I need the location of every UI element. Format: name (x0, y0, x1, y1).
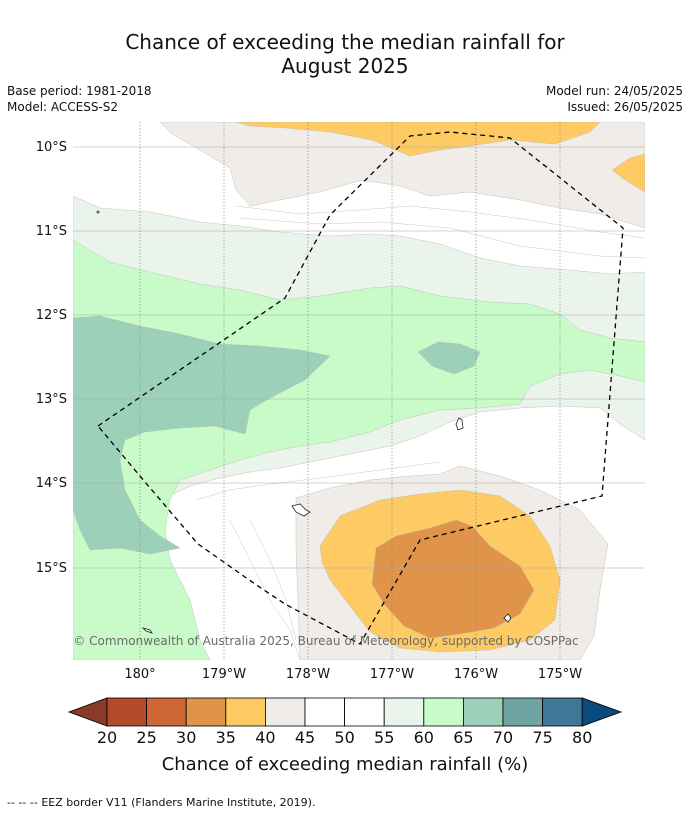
map-footer: -- -- -- EEZ border V11 (Flanders Marine… (7, 796, 315, 809)
colorbar-segment (106, 697, 147, 727)
lon-label: 177°W (370, 667, 414, 682)
eez-legend-text: EEZ border V11 (Flanders Marine Institut… (41, 796, 316, 809)
meta-right: Model run: 24/05/2025 Issued: 26/05/2025 (546, 83, 683, 115)
lon-label: 179°W (202, 667, 246, 682)
lon-label: 175°W (538, 667, 582, 682)
colorbar-segment (185, 697, 227, 727)
colorbar-label: Chance of exceeding median rainfall (%) (162, 754, 529, 775)
lon-label: 178°W (286, 667, 330, 682)
lat-gridlines (73, 146, 645, 569)
colorbar-tick-label: 60 (414, 728, 434, 747)
lat-label: 10°S (36, 140, 67, 155)
colorbar-segment (383, 697, 425, 727)
lat-label: 12°S (36, 308, 67, 323)
field-65-70-small (417, 341, 481, 375)
colorbar-tick-label: 45 (295, 728, 315, 747)
lon-labels: 180° 179°W 178°W 177°W 176°W 175°W (124, 667, 582, 682)
colorbar-tick-label: 65 (453, 728, 473, 747)
lat-label: 13°S (36, 392, 67, 407)
colorbar-tick-label: 20 (97, 728, 117, 747)
chart-title: Chance of exceeding the median rainfall … (0, 30, 690, 78)
colorbar-tick-label: 35 (216, 728, 236, 747)
colorbar-over-arrow (581, 697, 623, 727)
colorbar-tick-label: 80 (572, 728, 592, 747)
island-west-dot (141, 627, 153, 634)
colorbar-segment (225, 697, 266, 727)
lon-gridlines (139, 122, 561, 660)
title-line-2: August 2025 (281, 54, 409, 78)
eez-border (97, 131, 624, 645)
colorbar-tick-label: 25 (136, 728, 156, 747)
base-period: Base period: 1981-2018 (7, 84, 152, 98)
colorbar-tick-label: 55 (374, 728, 394, 747)
field-65-70-west (73, 315, 331, 555)
colorbar-under-arrow (67, 697, 108, 727)
colorbar-segment (542, 697, 583, 727)
contour-lines (195, 205, 645, 660)
model-name: Model: ACCESS-S2 (7, 100, 119, 114)
colorbar: 20 25 30 35 40 45 50 55 60 65 70 75 80 (67, 697, 623, 747)
lat-label: 14°S (36, 476, 67, 491)
meta-left: Base period: 1981-2018 Model: ACCESS-S2 (7, 83, 152, 115)
model-run: Model run: 24/05/2025 (545, 84, 683, 98)
colorbar-segment (304, 697, 345, 727)
island-wallis (455, 417, 464, 431)
field-35-40-north (235, 122, 601, 157)
colorbar-segment (146, 697, 187, 727)
islands (96, 210, 512, 634)
colorbar-segment (264, 697, 306, 727)
field-30-35-core (371, 519, 535, 639)
issued-date: Issued: 26/05/2025 (567, 100, 683, 114)
title-line-1: Chance of exceeding the median rainfall … (125, 30, 565, 54)
lat-labels: 10°S 11°S 12°S 13°S 14°S 15°S (36, 140, 67, 576)
lat-label: 11°S (36, 224, 67, 239)
colorbar-tick-label: 30 (176, 728, 196, 747)
colorbar-segment (462, 697, 504, 727)
contour-fields: © Commonwealth of Australia 2025, Bureau… (73, 122, 645, 660)
colorbar-segment (423, 697, 464, 727)
field-35-40-east (611, 153, 645, 193)
colorbar-tick-label: 75 (532, 728, 552, 747)
rainfall-map: © Commonwealth of Australia 2025, Bureau… (36, 122, 645, 775)
colorbar-segment (344, 697, 385, 727)
colorbar-tick-label: 40 (255, 728, 275, 747)
island-north-dot (96, 210, 100, 214)
colorbar-segment (502, 697, 543, 727)
map-attribution: © Commonwealth of Australia 2025, Bureau… (73, 634, 578, 648)
eez-legend-symbol: -- -- -- (7, 796, 38, 809)
lon-label: 176°W (454, 667, 498, 682)
lon-label: 180° (124, 667, 155, 682)
lat-label: 15°S (36, 561, 67, 576)
colorbar-tick-label: 50 (334, 728, 354, 747)
colorbar-tick-label: 70 (493, 728, 513, 747)
island-niuafoou (503, 613, 512, 623)
island-futuna (291, 503, 311, 517)
